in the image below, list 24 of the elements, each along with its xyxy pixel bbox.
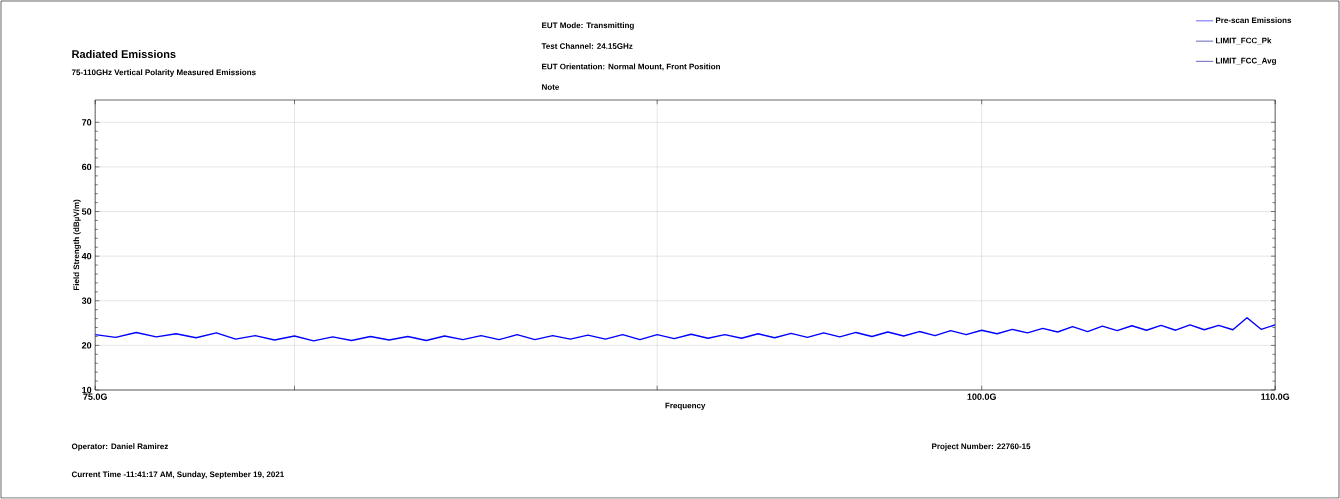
legend-label: Pre-scan Emissions [1215,17,1292,24]
legend-label: LIMIT_FCC_Avg [1215,57,1276,66]
y-tick-label: 40 [81,252,92,260]
text: Current Time -11:41:17 AM, Sunday, September 19, 2021 [71,471,284,479]
text: EUT Orientation: Normal Mount, Front Position [542,63,720,71]
text: Note [542,84,560,90]
y-tick-label: 20 [81,342,92,349]
y-tick-label: 60 [81,163,92,171]
y-tick-label: 70 [82,119,92,126]
y-axis-title: Field Strength (dBµV/m) [73,199,81,291]
text: Project Number: 22760-15 [932,443,1031,451]
text: Test Channel: 24.15GHz [541,43,633,49]
text: EUT Mode: Transmitting [542,22,634,30]
x-axis-title: Frequency [665,402,706,410]
chart-title: Radiated Emissions [72,49,176,59]
text: Operator: Daniel Ramirez [71,443,169,451]
y-tick-label: 50 [81,208,92,215]
x-tick-label: 75.0G [83,393,107,400]
chart-subtitle: 75-110GHz Vertical Polarity Measured Emissions [71,69,256,77]
y-tick-label: 30 [81,297,92,304]
x-tick-label: 110.0G [1261,393,1290,400]
legend-label: LIMIT_FCC_Pk [1215,37,1272,45]
y-tick-label: 10 [82,386,92,394]
x-tick-label: 100.0G [967,393,996,400]
